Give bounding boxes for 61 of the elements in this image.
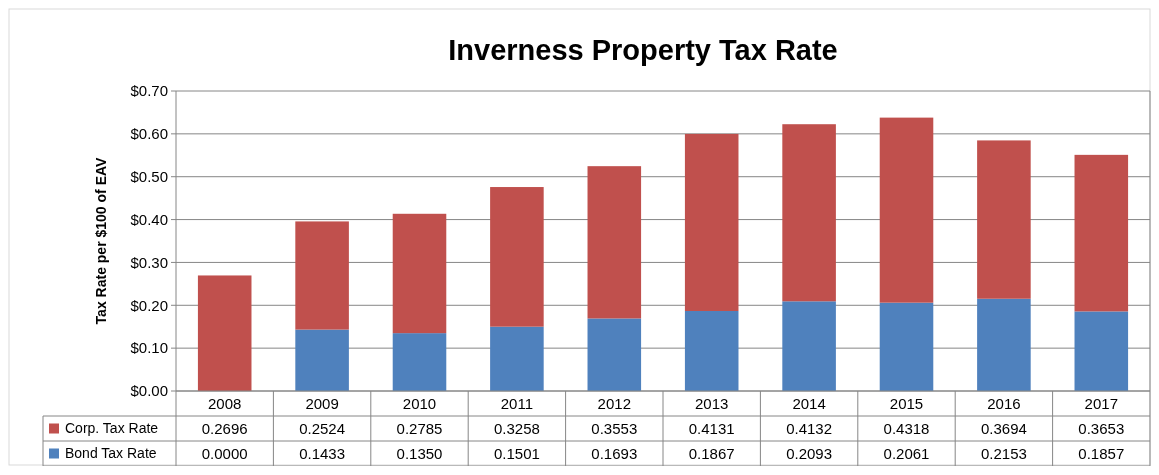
data-label: 0.1350 [396,444,443,462]
chart-title: Inverness Property Tax Rate [448,34,838,66]
data-label: 0.3653 [1078,419,1125,437]
x-tick-label: 2014 [792,394,826,412]
y-tick-label: $0.50 [130,167,168,185]
bar [587,166,642,319]
y-tick-label: $0.60 [130,125,168,143]
x-tick-label: 2010 [402,394,437,412]
bar [392,213,447,334]
bar [295,221,349,330]
x-tick-label: 2008 [208,394,242,412]
data-label: 0.1433 [299,444,346,462]
legend-label: Corp. Tax Rate [65,420,159,437]
bar [295,329,349,391]
x-tick-label: 2016 [987,394,1021,412]
bar [782,124,836,302]
bar [1074,154,1129,312]
data-label: 0.2696 [201,419,248,437]
x-tick-label: 2012 [597,394,631,412]
y-tick-label: $0.30 [130,253,168,271]
bar [1074,311,1129,391]
data-label: 0.4132 [786,419,833,437]
data-label: 0.1867 [688,444,735,462]
bar [684,310,739,391]
bar [879,302,934,391]
data-label: 0.0000 [201,444,248,462]
bar [197,275,252,391]
data-label: 0.4318 [883,419,930,437]
y-tick-label: $0.70 [130,82,168,100]
bar [587,318,642,391]
bar [782,301,836,391]
x-tick-label: 2015 [889,394,924,412]
data-label: 0.3258 [493,419,540,437]
y-tick-label: $0.10 [130,339,168,357]
bar [879,117,934,303]
data-label: 0.1501 [493,444,540,462]
x-tick-label: 2017 [1084,394,1118,412]
data-label: 0.3694 [980,419,1027,437]
x-tick-label: 2011 [500,394,534,412]
bar [684,133,739,311]
bar [977,298,1031,391]
y-axis-title: Tax Rate per $100 of EAV [93,156,109,325]
x-tick-label: 2009 [305,394,339,412]
data-label: 0.4131 [688,419,735,437]
data-label: 0.2785 [396,419,443,437]
data-label: 0.2061 [883,444,930,462]
bar [977,140,1031,299]
data-label: 0.2524 [299,419,346,437]
data-label: 0.1693 [591,444,638,462]
data-label: 0.1857 [1078,444,1125,462]
legend-label: Bond Tax Rate [65,445,157,462]
y-tick-label: $0.40 [130,210,168,228]
bar [490,326,544,391]
data-label: 0.3553 [591,419,638,437]
data-label: 0.2093 [786,444,833,462]
y-tick-label: $0.00 [130,382,168,400]
bar [392,333,447,391]
x-tick-label: 2013 [695,394,729,412]
bar [490,187,544,327]
y-tick-label: $0.20 [130,296,168,314]
data-label: 0.2153 [980,444,1027,462]
